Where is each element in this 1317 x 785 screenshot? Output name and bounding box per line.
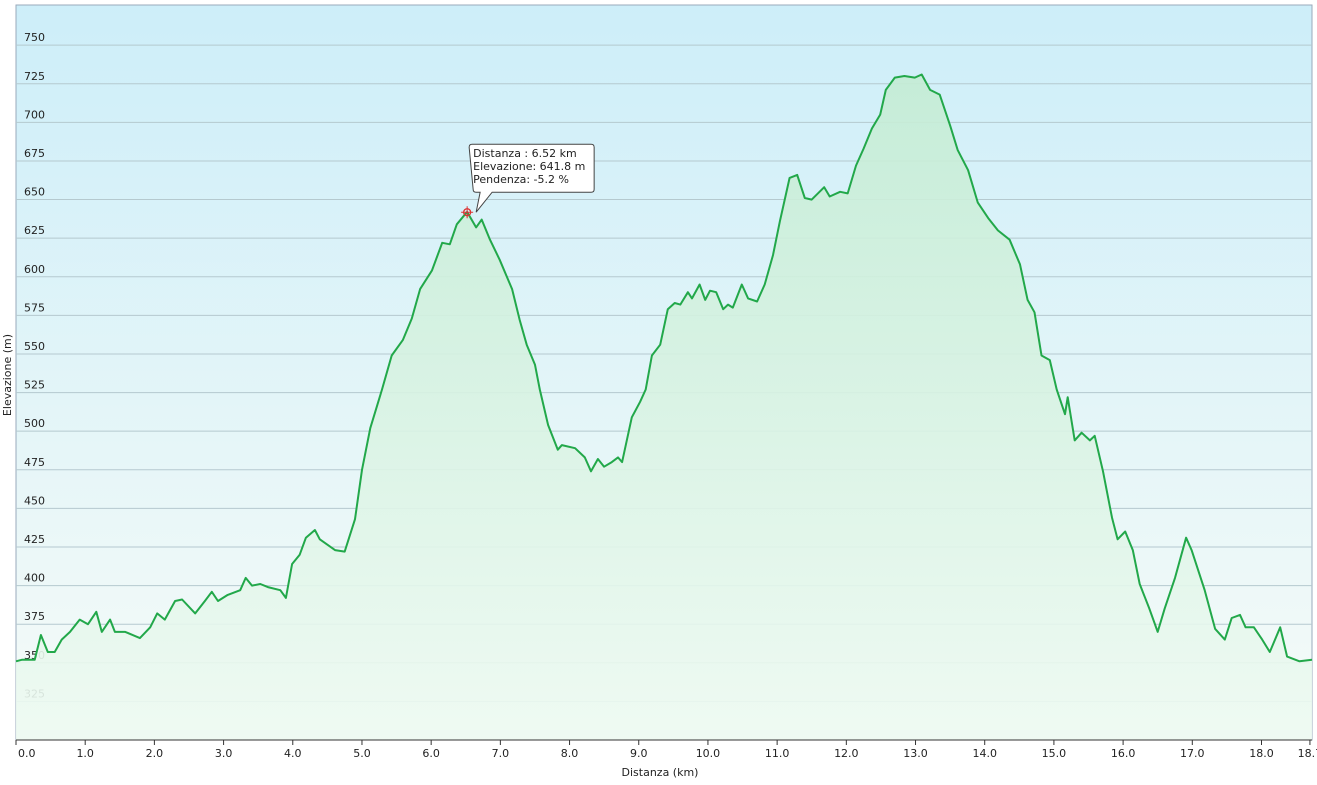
x-tick-label: 13.0 (903, 747, 928, 760)
x-tick-label: 7.0 (492, 747, 510, 760)
y-tick-label: 675 (24, 147, 45, 160)
x-tick-label: 11.0 (765, 747, 790, 760)
tooltip-box (468, 143, 595, 213)
tooltip-line: Pendenza: -5.2 % (473, 173, 569, 186)
elevation-area (16, 74, 1312, 740)
x-tick-label: 3.0 (215, 747, 233, 760)
y-tick-label: 450 (24, 494, 45, 507)
x-tick-label: 1.0 (76, 747, 94, 760)
x-tick-label: 18.7 (1298, 747, 1317, 760)
x-tick-label: 9.0 (630, 747, 648, 760)
x-tick-label: 14.0 (972, 747, 997, 760)
x-tick-label: 18.0 (1249, 747, 1274, 760)
y-tick-label: 600 (24, 263, 45, 276)
y-tick-label: 375 (24, 610, 45, 623)
y-tick-label: 400 (24, 572, 45, 585)
elevation-line (15, 73, 1313, 663)
y-tick-label: 725 (24, 70, 45, 83)
tooltip-line: Elevazione: 641.8 m (473, 160, 585, 173)
y-tick-label: 700 (24, 108, 45, 121)
y-tick-label: 475 (24, 456, 45, 469)
y-tick-label: 525 (24, 379, 45, 392)
x-tick-label: 10.0 (696, 747, 721, 760)
x-tick-label: 5.0 (353, 747, 371, 760)
y-tick-label: 550 (24, 340, 45, 353)
x-tick-label: 2.0 (146, 747, 164, 760)
point-cross (461, 206, 474, 219)
tooltip-line: Distanza : 6.52 km (473, 147, 577, 160)
x-tick-label: 16.0 (1111, 747, 1136, 760)
y-tick-label: 575 (24, 301, 45, 314)
x-axis-label: Distanza (km) (622, 766, 699, 779)
y-tick-label: 625 (24, 224, 45, 237)
y-tick-label: 750 (24, 31, 45, 44)
x-tick-label: 17.0 (1180, 747, 1205, 760)
x-tick-label: 15.0 (1042, 747, 1067, 760)
x-tick-label: 6.0 (422, 747, 440, 760)
y-tick-label: 650 (24, 186, 45, 199)
y-tick-label: 500 (24, 417, 45, 430)
y-tick-label: 425 (24, 533, 45, 546)
y-axis-label: Elevazione (m) (1, 334, 14, 416)
x-tick-label: 8.0 (561, 747, 579, 760)
x-tick-label: 12.0 (834, 747, 859, 760)
x-tick-label: 4.0 (284, 747, 302, 760)
x-tick-label: 0.0 (18, 747, 36, 760)
